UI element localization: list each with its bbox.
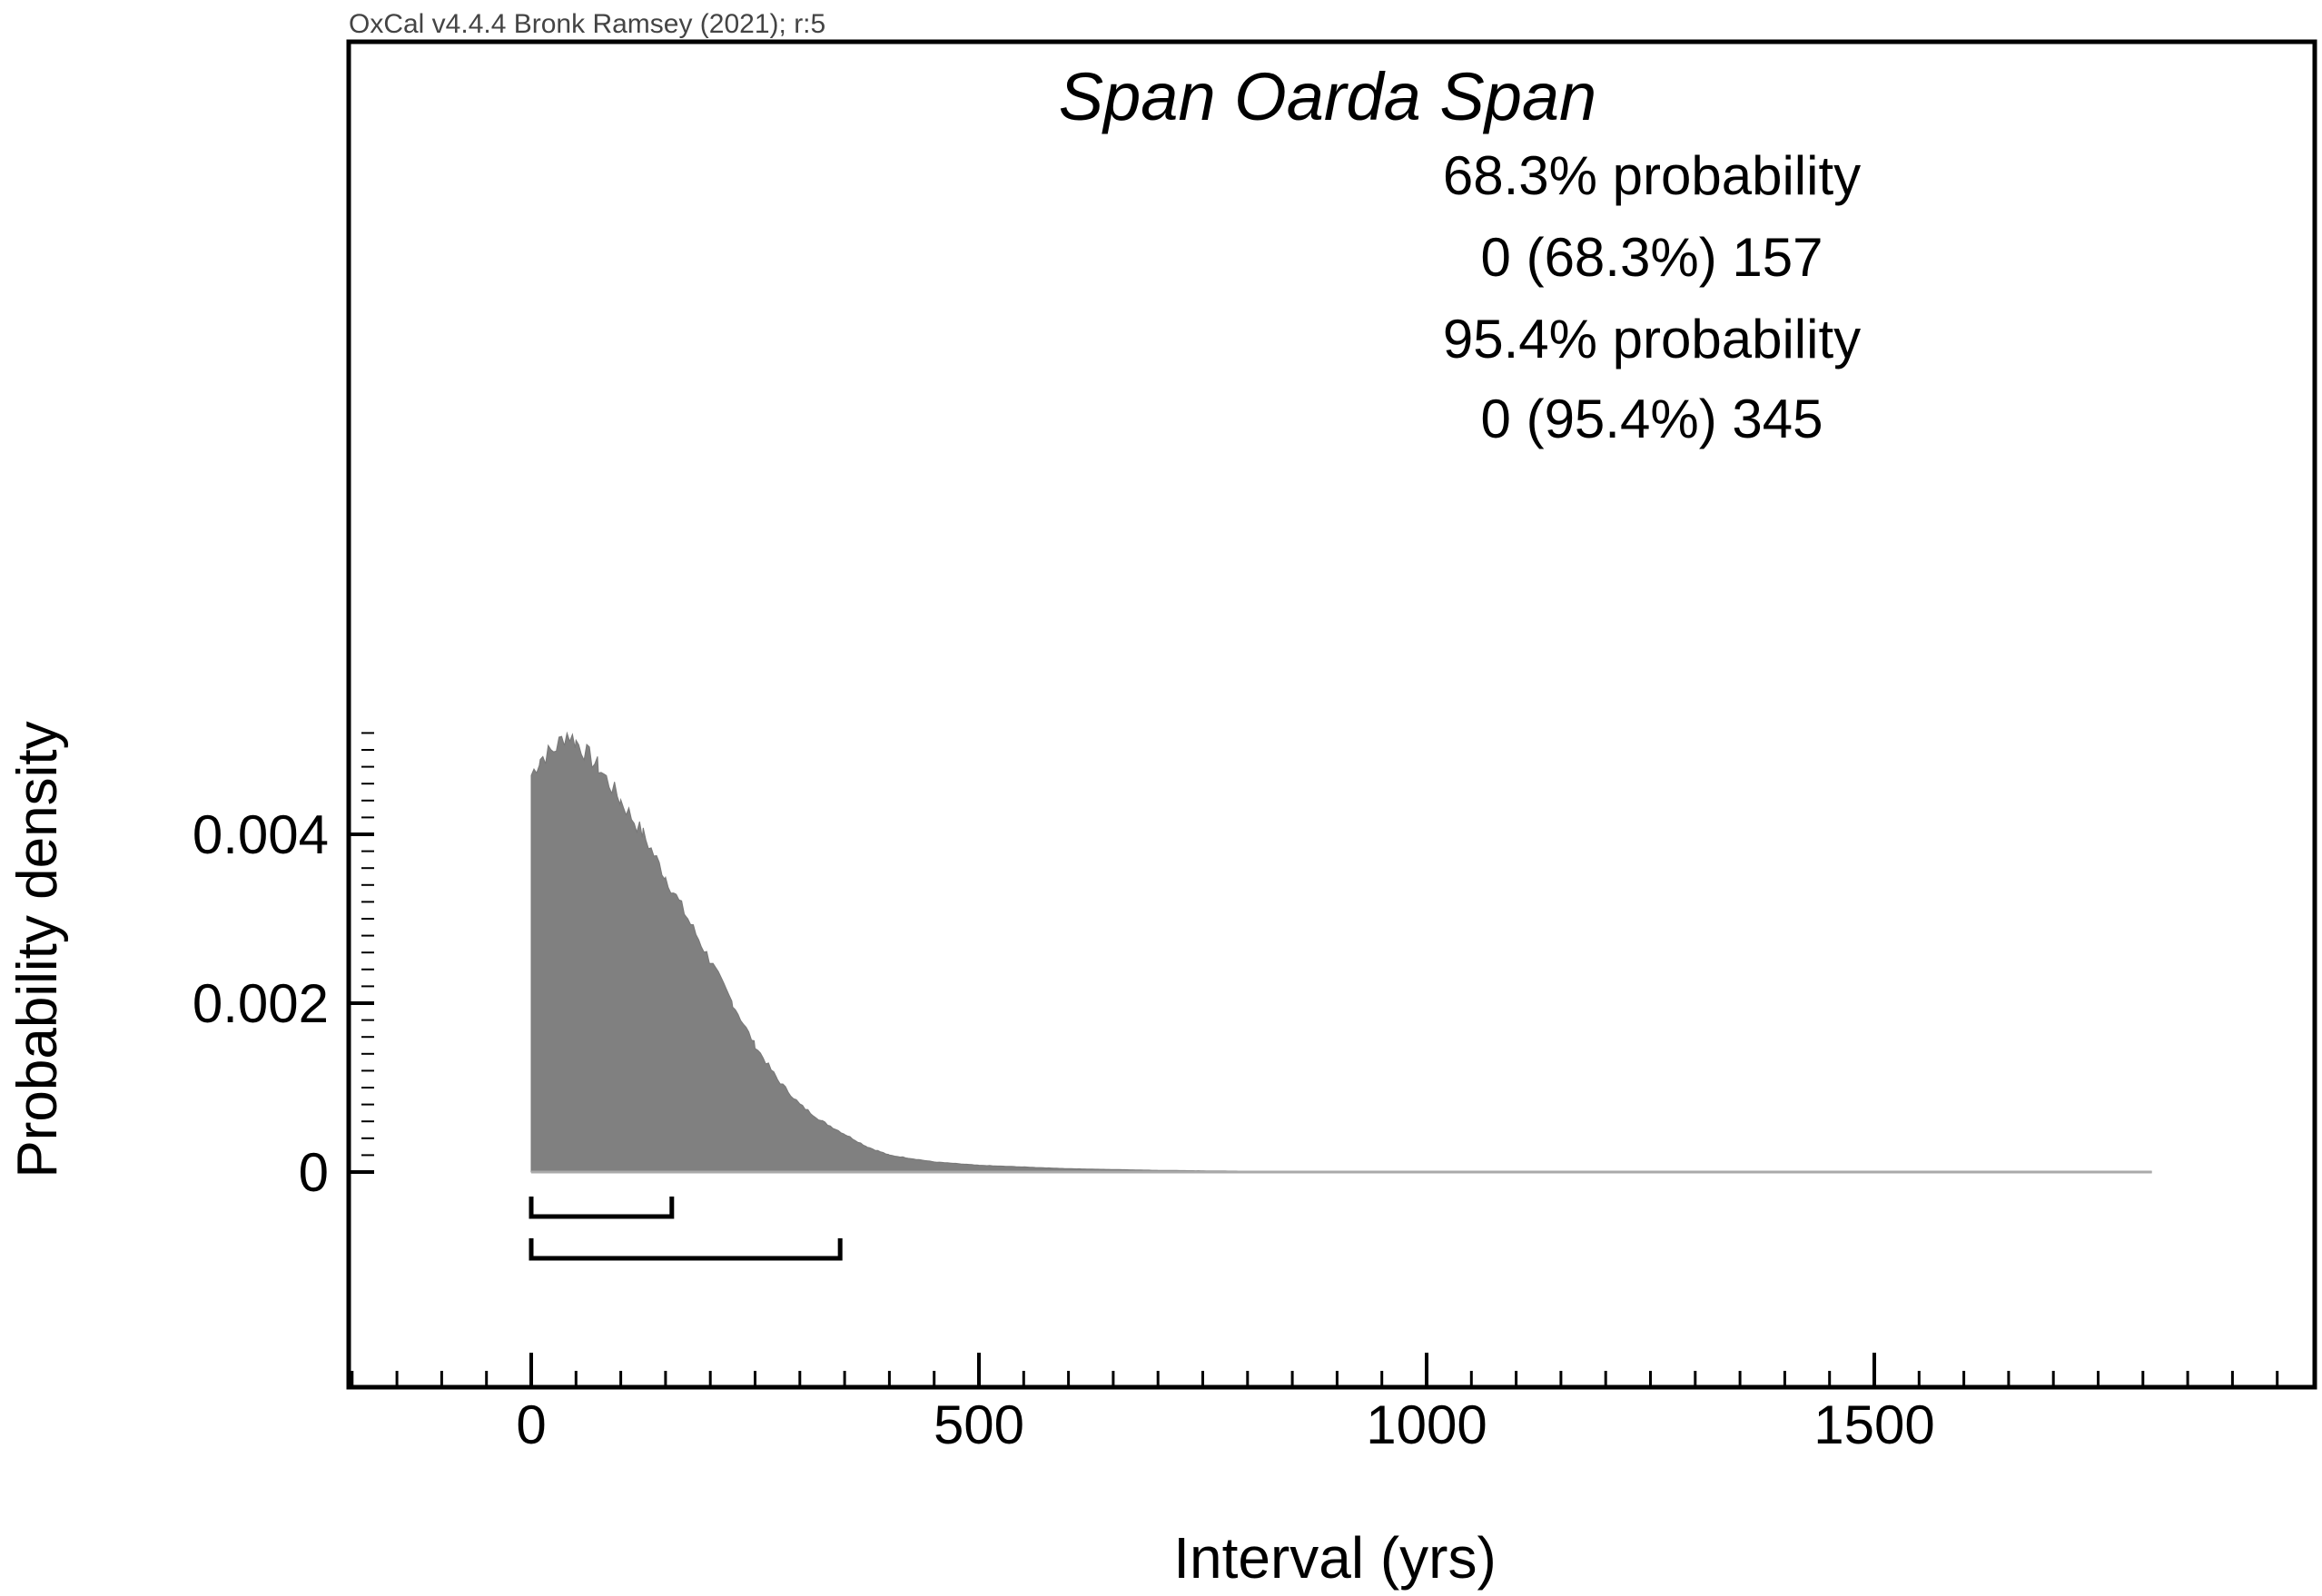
x-tick-label: 1000	[1366, 1394, 1487, 1455]
y-axis-title: Probability density	[6, 721, 69, 1177]
x-tick-label: 500	[934, 1394, 1024, 1455]
software-credit: OxCal v4.4.4 Bronk Ramsey (2021); r:5	[349, 9, 825, 39]
x-axis-title: Interval (yrs)	[1173, 1525, 1497, 1591]
axis-ticks	[349, 732, 2279, 1387]
annotation-68-range: 0 (68.3%) 157	[1481, 227, 1823, 288]
chart-title: Span Oarda Span	[1059, 59, 1596, 134]
y-tick-label: 0.004	[193, 804, 329, 865]
y-tick-label: 0.002	[193, 973, 329, 1034]
density-area	[530, 731, 2152, 1173]
range-brackets	[529, 1197, 843, 1261]
range-bracket-954	[529, 1238, 843, 1261]
y-tick-label: 0	[299, 1142, 329, 1203]
annotation-95-label: 95.4% probability	[1443, 309, 1861, 369]
annotation-68-label: 68.3% probability	[1443, 145, 1861, 206]
x-tick-label: 1500	[1813, 1394, 1934, 1455]
x-tick-label: 0	[516, 1394, 546, 1455]
range-bracket-683	[529, 1197, 675, 1219]
annotation-95-range: 0 (95.4%) 345	[1481, 389, 1823, 449]
plot-frame	[346, 39, 2317, 1390]
